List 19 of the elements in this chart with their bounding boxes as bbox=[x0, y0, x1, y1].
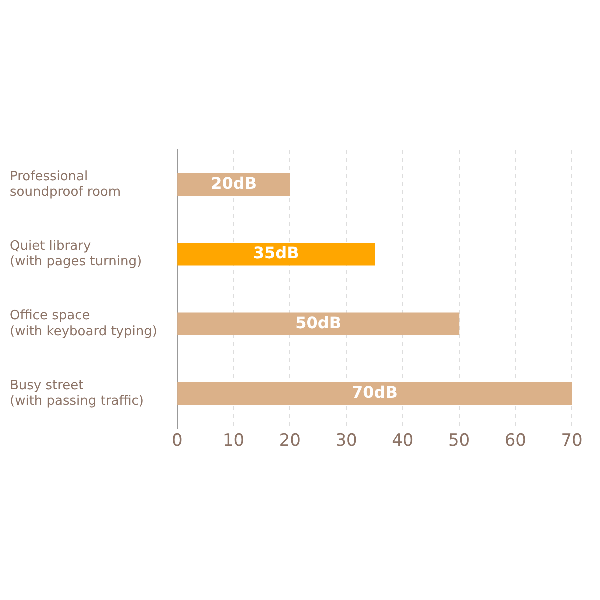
bar bbox=[178, 243, 376, 266]
y-tick-label: Quiet library (with pages turning) bbox=[10, 239, 142, 270]
x-tick-label: 60 bbox=[504, 431, 526, 452]
x-tick-label: 70 bbox=[561, 431, 583, 452]
data-label: 20dB bbox=[211, 174, 258, 193]
bar bbox=[178, 382, 572, 406]
x-tick-label: 20 bbox=[279, 431, 301, 452]
y-tick-label: Busy street (with passing traffic) bbox=[10, 378, 144, 409]
data-label: 35dB bbox=[253, 244, 300, 263]
x-tick-label: 10 bbox=[222, 431, 245, 452]
x-tick-label: 50 bbox=[448, 431, 470, 452]
x-tick-label: 30 bbox=[336, 431, 358, 452]
data-label: 70dB bbox=[352, 382, 398, 402]
x-tick-label: 0 bbox=[172, 431, 183, 452]
bar bbox=[178, 312, 460, 336]
y-tick-label: Office space (with keyboard typing) bbox=[10, 308, 158, 340]
y-tick-label: Professional soundproof room bbox=[10, 169, 122, 200]
x-tick-label: 40 bbox=[392, 431, 414, 452]
data-label: 50dB bbox=[296, 313, 342, 332]
